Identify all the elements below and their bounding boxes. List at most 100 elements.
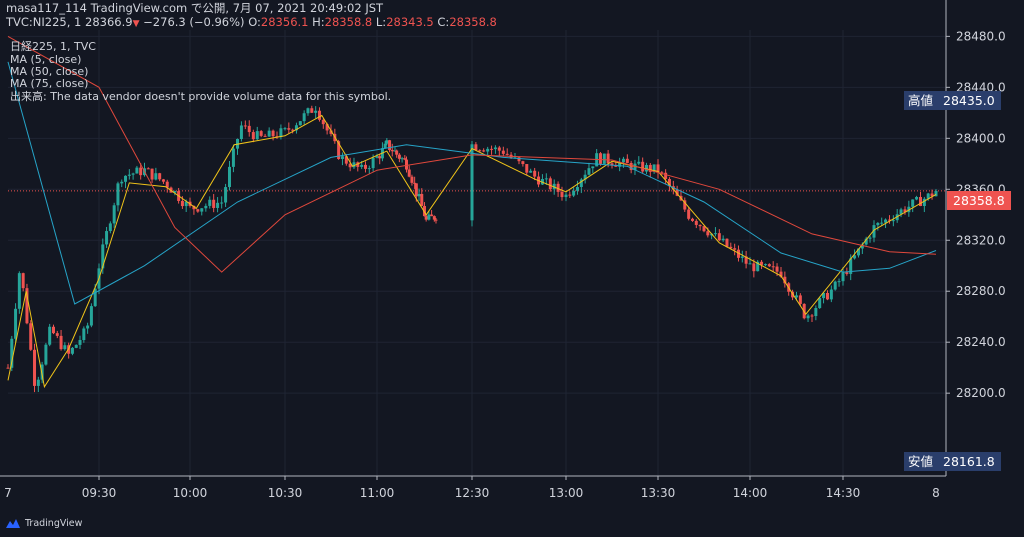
- candle-body: [598, 153, 602, 164]
- candle-body: [255, 131, 259, 140]
- candle-body: [884, 219, 888, 223]
- candle-body: [517, 157, 521, 162]
- candle-body: [158, 173, 162, 180]
- candle-body: [212, 199, 216, 208]
- candle-body: [876, 222, 880, 226]
- open-value: 28356.1: [260, 15, 309, 29]
- candle-body: [501, 150, 505, 154]
- candle-body: [180, 200, 184, 207]
- candle-body: [493, 147, 497, 150]
- candle-body: [184, 201, 188, 207]
- candle-body: [36, 379, 40, 386]
- candle-body: [427, 214, 431, 220]
- candle-body: [853, 255, 857, 259]
- candle-body: [926, 193, 930, 199]
- candle-body: [478, 150, 482, 152]
- candle-body: [864, 238, 868, 245]
- legend-ma50[interactable]: MA (50, close): [10, 65, 89, 78]
- candle-body: [6, 367, 10, 369]
- candle-body: [490, 148, 494, 150]
- candle-body: [287, 128, 291, 130]
- candle-body: [806, 315, 810, 319]
- candle-body: [434, 219, 438, 221]
- legend-volume[interactable]: 出来高: The data vendor doesn't provide vol…: [10, 90, 392, 103]
- candle-body: [329, 130, 333, 134]
- candle-body: [587, 168, 591, 175]
- candle-body: [752, 263, 756, 272]
- candle-body: [271, 130, 275, 137]
- candle-body: [420, 193, 424, 207]
- candle-body: [33, 349, 37, 386]
- candle-body: [390, 150, 394, 152]
- candle-body: [216, 202, 220, 208]
- candle-body: [413, 182, 417, 184]
- x-edge-label-left: 7: [4, 486, 12, 500]
- candle-body: [675, 189, 679, 196]
- candle-body: [694, 220, 698, 225]
- candle-body: [771, 266, 775, 268]
- candle-body: [660, 172, 664, 174]
- candle-body: [748, 263, 752, 265]
- candle-body: [325, 124, 329, 131]
- candle-body: [810, 315, 814, 317]
- candle-body: [644, 164, 648, 172]
- candle-body: [533, 170, 537, 177]
- candle-body: [637, 161, 641, 164]
- candle-body: [474, 144, 478, 151]
- x-edge-label-right: 8: [932, 486, 940, 500]
- low-value: 28343.5: [386, 15, 434, 29]
- legend-ma75[interactable]: MA (75, close): [10, 77, 89, 90]
- candle-body: [116, 183, 120, 206]
- candle-body: [348, 163, 352, 168]
- x-tick-label: 10:00: [173, 486, 208, 500]
- candle-body: [713, 233, 717, 235]
- high-value: 28358.8: [324, 15, 373, 29]
- candle-body: [505, 153, 509, 155]
- candle-body: [161, 179, 165, 182]
- candle-body: [48, 326, 52, 345]
- candle-body: [430, 214, 434, 217]
- candle-body: [919, 196, 922, 206]
- candle-body: [154, 173, 158, 180]
- candle-body: [388, 140, 392, 151]
- published-info: masa117_114 TradingView.com で公開, 7月 07, …: [6, 1, 384, 15]
- candle-body: [135, 167, 139, 174]
- legend-title[interactable]: 日経225, 1, TVC: [10, 40, 96, 53]
- candle-body: [298, 121, 302, 126]
- candle-body: [744, 256, 748, 264]
- candle-body: [470, 144, 474, 221]
- candle-body: [89, 306, 93, 326]
- high-badge: 高値 28435.0: [904, 91, 1001, 110]
- candle-body: [915, 196, 919, 200]
- candle-body: [602, 153, 606, 164]
- candle-body: [911, 199, 915, 207]
- candle-body: [74, 344, 78, 348]
- candle-body: [108, 223, 112, 232]
- x-tick-label: 14:30: [826, 486, 861, 500]
- legend-ma5[interactable]: MA (5, close): [10, 53, 82, 66]
- ma75-line: [7, 35, 937, 273]
- low-badge: 安値 28161.8: [904, 452, 1001, 471]
- candle-body: [899, 209, 903, 215]
- candle-body: [690, 218, 694, 221]
- candle-body: [934, 190, 938, 197]
- candle-body: [52, 326, 55, 334]
- candle-body: [267, 130, 271, 137]
- candle-body: [224, 187, 228, 203]
- candle-body: [880, 222, 884, 224]
- candle-body: [294, 125, 298, 131]
- ohlc-header: TVC:NI225, 1 28366.9▼ −276.3 (−0.96%) O:…: [6, 15, 497, 30]
- candle-body: [717, 233, 721, 241]
- candle-body: [337, 141, 341, 159]
- candle-body: [105, 231, 109, 245]
- candle-body: [395, 150, 399, 155]
- tradingview-logo[interactable]: TradingView: [4, 518, 82, 529]
- candle-body: [702, 226, 706, 232]
- candle-body: [283, 128, 287, 130]
- candle-body: [306, 108, 310, 114]
- candle-body: [736, 249, 740, 258]
- candle-body: [860, 244, 864, 249]
- candle-body: [767, 264, 771, 267]
- candle-body: [112, 205, 116, 224]
